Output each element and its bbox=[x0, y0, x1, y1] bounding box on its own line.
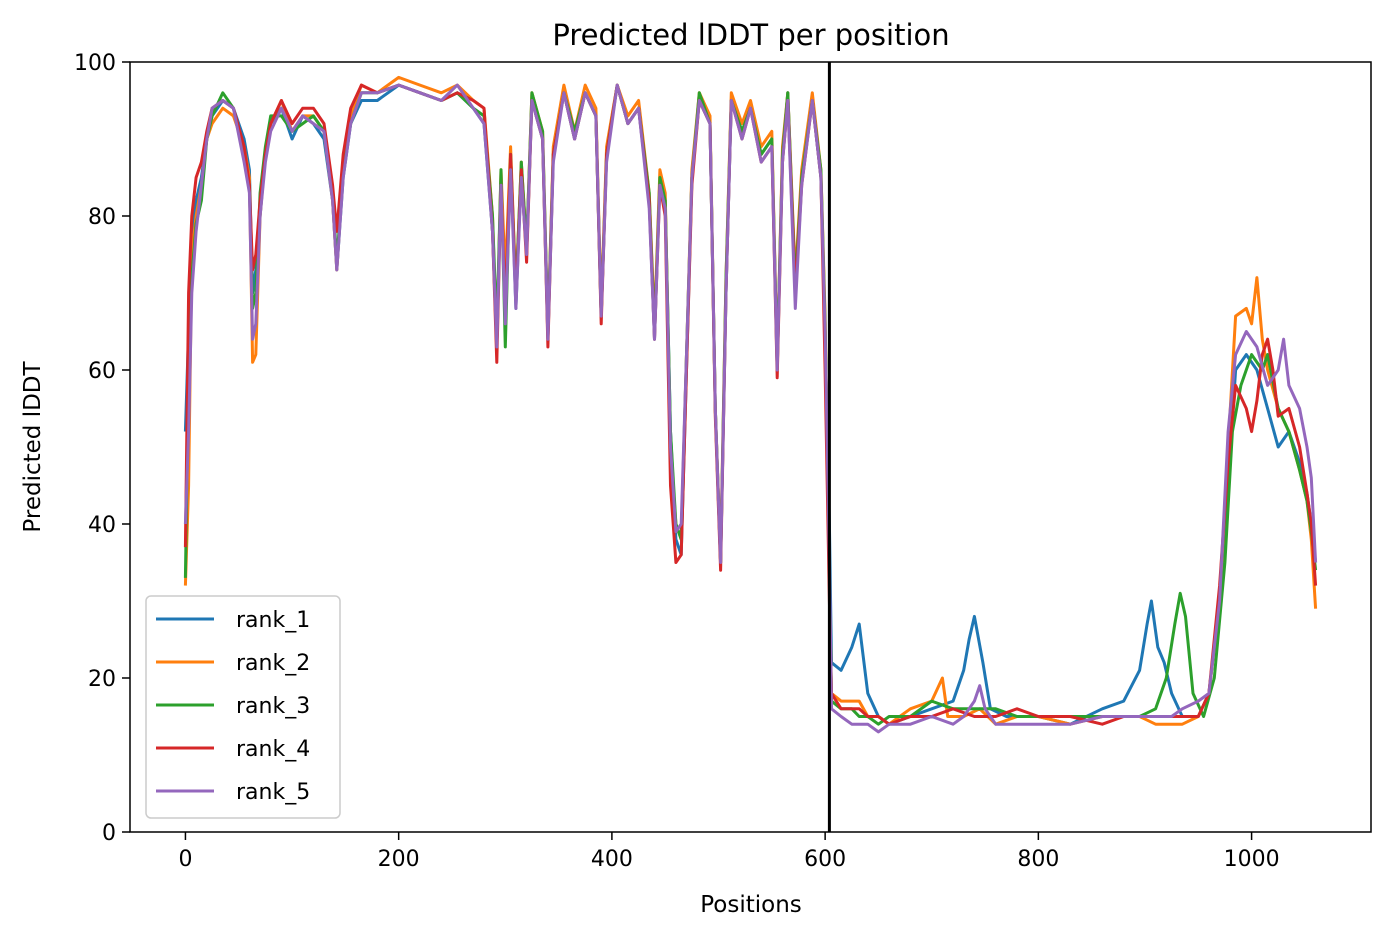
legend-label-rank_4: rank_4 bbox=[236, 737, 310, 762]
x-tick-label: 1000 bbox=[1224, 847, 1280, 872]
y-tick-label: 100 bbox=[74, 51, 116, 76]
legend-label-rank_5: rank_5 bbox=[236, 780, 310, 805]
y-tick-label: 40 bbox=[88, 513, 116, 538]
series-line-rank_1 bbox=[183, 83, 1318, 726]
y-axis-ticks: 0 20 40 60 80 100 bbox=[74, 51, 130, 846]
y-tick-label: 20 bbox=[88, 667, 116, 692]
legend-label-rank_3: rank_3 bbox=[236, 694, 310, 719]
x-axis-label: Positions bbox=[700, 892, 802, 918]
x-axis-ticks: 0 200 400 600 800 1000 bbox=[178, 832, 1280, 872]
x-tick-label: 800 bbox=[1017, 847, 1059, 872]
legend-label-rank_1: rank_1 bbox=[236, 608, 310, 633]
x-tick-label: 200 bbox=[378, 847, 420, 872]
y-tick-label: 80 bbox=[88, 205, 116, 230]
legend-box bbox=[145, 595, 341, 819]
legend-label-rank_2: rank_2 bbox=[236, 651, 310, 676]
x-tick-label: 600 bbox=[804, 847, 846, 872]
chart-title: Predicted lDDT per position bbox=[552, 18, 949, 52]
y-axis-label: Predicted lDDT bbox=[20, 360, 46, 532]
series-layer bbox=[183, 75, 1318, 734]
legend: rank_1 rank_2 rank_3 rank_4 rank_5 bbox=[145, 595, 341, 819]
x-tick-label: 400 bbox=[591, 847, 633, 872]
plot-frame bbox=[129, 61, 1372, 833]
y-tick-label: 60 bbox=[88, 359, 116, 384]
series-line-rank_5 bbox=[183, 83, 1318, 734]
y-tick-label: 0 bbox=[102, 821, 116, 846]
x-tick-label: 0 bbox=[178, 847, 192, 872]
